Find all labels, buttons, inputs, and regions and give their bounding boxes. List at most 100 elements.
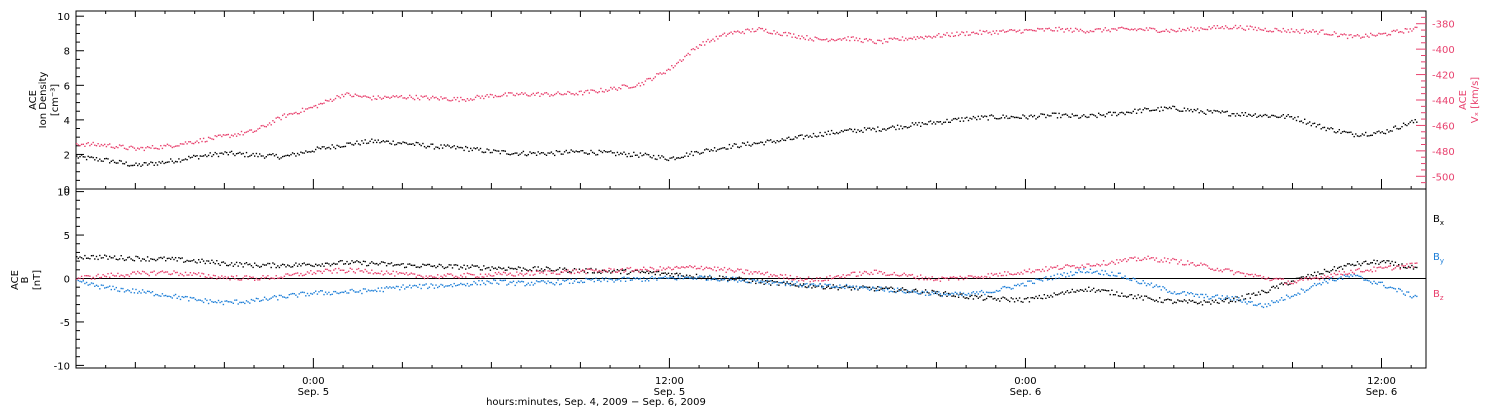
density-point (1000, 117, 1003, 119)
bz-point (685, 266, 688, 268)
by-point (1129, 279, 1131, 281)
density-point (1384, 132, 1387, 135)
velocity-point (338, 95, 340, 98)
bx-point (84, 254, 86, 257)
bz-point (1078, 267, 1080, 269)
velocity-point (821, 39, 823, 41)
velocity-point (1292, 30, 1294, 33)
bx-point (224, 262, 226, 264)
velocity-point (1272, 30, 1275, 33)
bz-point (491, 275, 493, 277)
bx-point (1132, 297, 1134, 300)
bx-point (1325, 270, 1327, 273)
bz-point (364, 268, 366, 271)
bz-point (104, 275, 106, 277)
bz-point (1221, 271, 1223, 273)
velocity-point (474, 96, 477, 98)
velocity-point (712, 38, 714, 40)
bz-point (733, 271, 736, 273)
bz-point (141, 270, 144, 273)
velocity-point (890, 37, 892, 40)
bz-point (145, 272, 147, 275)
bx-point (997, 298, 999, 300)
velocity-point (692, 48, 694, 50)
by-point (334, 290, 337, 293)
density-point (1404, 124, 1406, 126)
bz-point (756, 272, 759, 274)
density-point (1117, 113, 1120, 116)
density-point (1150, 109, 1153, 112)
density-point (1063, 113, 1065, 116)
velocity-point (1373, 34, 1375, 37)
by-point (1248, 301, 1250, 303)
velocity-point (537, 91, 539, 94)
velocity-point (666, 69, 668, 72)
density-point (1244, 112, 1247, 114)
velocity-point (1355, 35, 1357, 37)
bx-point (369, 262, 371, 264)
density-point (270, 154, 272, 156)
density-point (377, 139, 379, 141)
velocity-point (128, 146, 131, 148)
by-point (1269, 304, 1271, 307)
velocity-point (631, 86, 633, 89)
bx-point (112, 257, 114, 259)
velocity-point (888, 37, 890, 40)
bx-point (1061, 291, 1064, 293)
bz-point (1360, 270, 1362, 273)
density-point (1160, 106, 1162, 108)
velocity-point (260, 125, 262, 127)
velocity-point (798, 35, 800, 37)
bx-point (1137, 294, 1139, 296)
density-point (308, 151, 310, 153)
bx-point (552, 270, 554, 272)
bx-point (1078, 290, 1080, 292)
density-point (339, 146, 342, 148)
by-point (1317, 283, 1319, 285)
density-point (1215, 110, 1217, 112)
by-point (311, 293, 314, 295)
by-point (1180, 292, 1182, 294)
bx-point (1231, 300, 1233, 303)
bx-point (1022, 301, 1024, 303)
by-point (295, 294, 297, 296)
by-point (631, 279, 633, 281)
by-point (100, 284, 103, 286)
bz-point (1313, 277, 1316, 279)
density-point (374, 139, 376, 141)
density-point (855, 131, 858, 134)
bx-point (814, 286, 816, 288)
bx-point (163, 256, 165, 258)
bz-point (433, 276, 436, 278)
density-point (862, 131, 864, 133)
bz-point (498, 271, 500, 274)
bx-point (1378, 263, 1380, 265)
by-point (595, 277, 597, 279)
bx-point (961, 293, 963, 295)
density-point (634, 154, 637, 156)
bx-point (891, 287, 894, 289)
bx-point (293, 264, 295, 266)
by-point (1341, 278, 1344, 280)
bx-point (133, 260, 136, 262)
density-point (524, 154, 526, 156)
bz-point (773, 274, 775, 276)
by-point (1276, 300, 1278, 302)
density-point (362, 142, 365, 144)
velocity-point (857, 39, 859, 42)
density-point (1374, 132, 1377, 135)
velocity-point (977, 33, 979, 35)
density-point (155, 162, 157, 164)
bz-point (1155, 257, 1158, 259)
velocity-point (826, 38, 828, 40)
by-point (982, 291, 984, 294)
by-point (478, 280, 480, 282)
bx-point (488, 266, 490, 269)
velocity-point (1188, 29, 1190, 31)
density-point (882, 128, 884, 130)
bx-point (346, 260, 348, 263)
bx-point (1028, 301, 1031, 303)
density-point (763, 144, 765, 146)
by-point (636, 277, 638, 279)
velocity-point (1190, 26, 1192, 28)
